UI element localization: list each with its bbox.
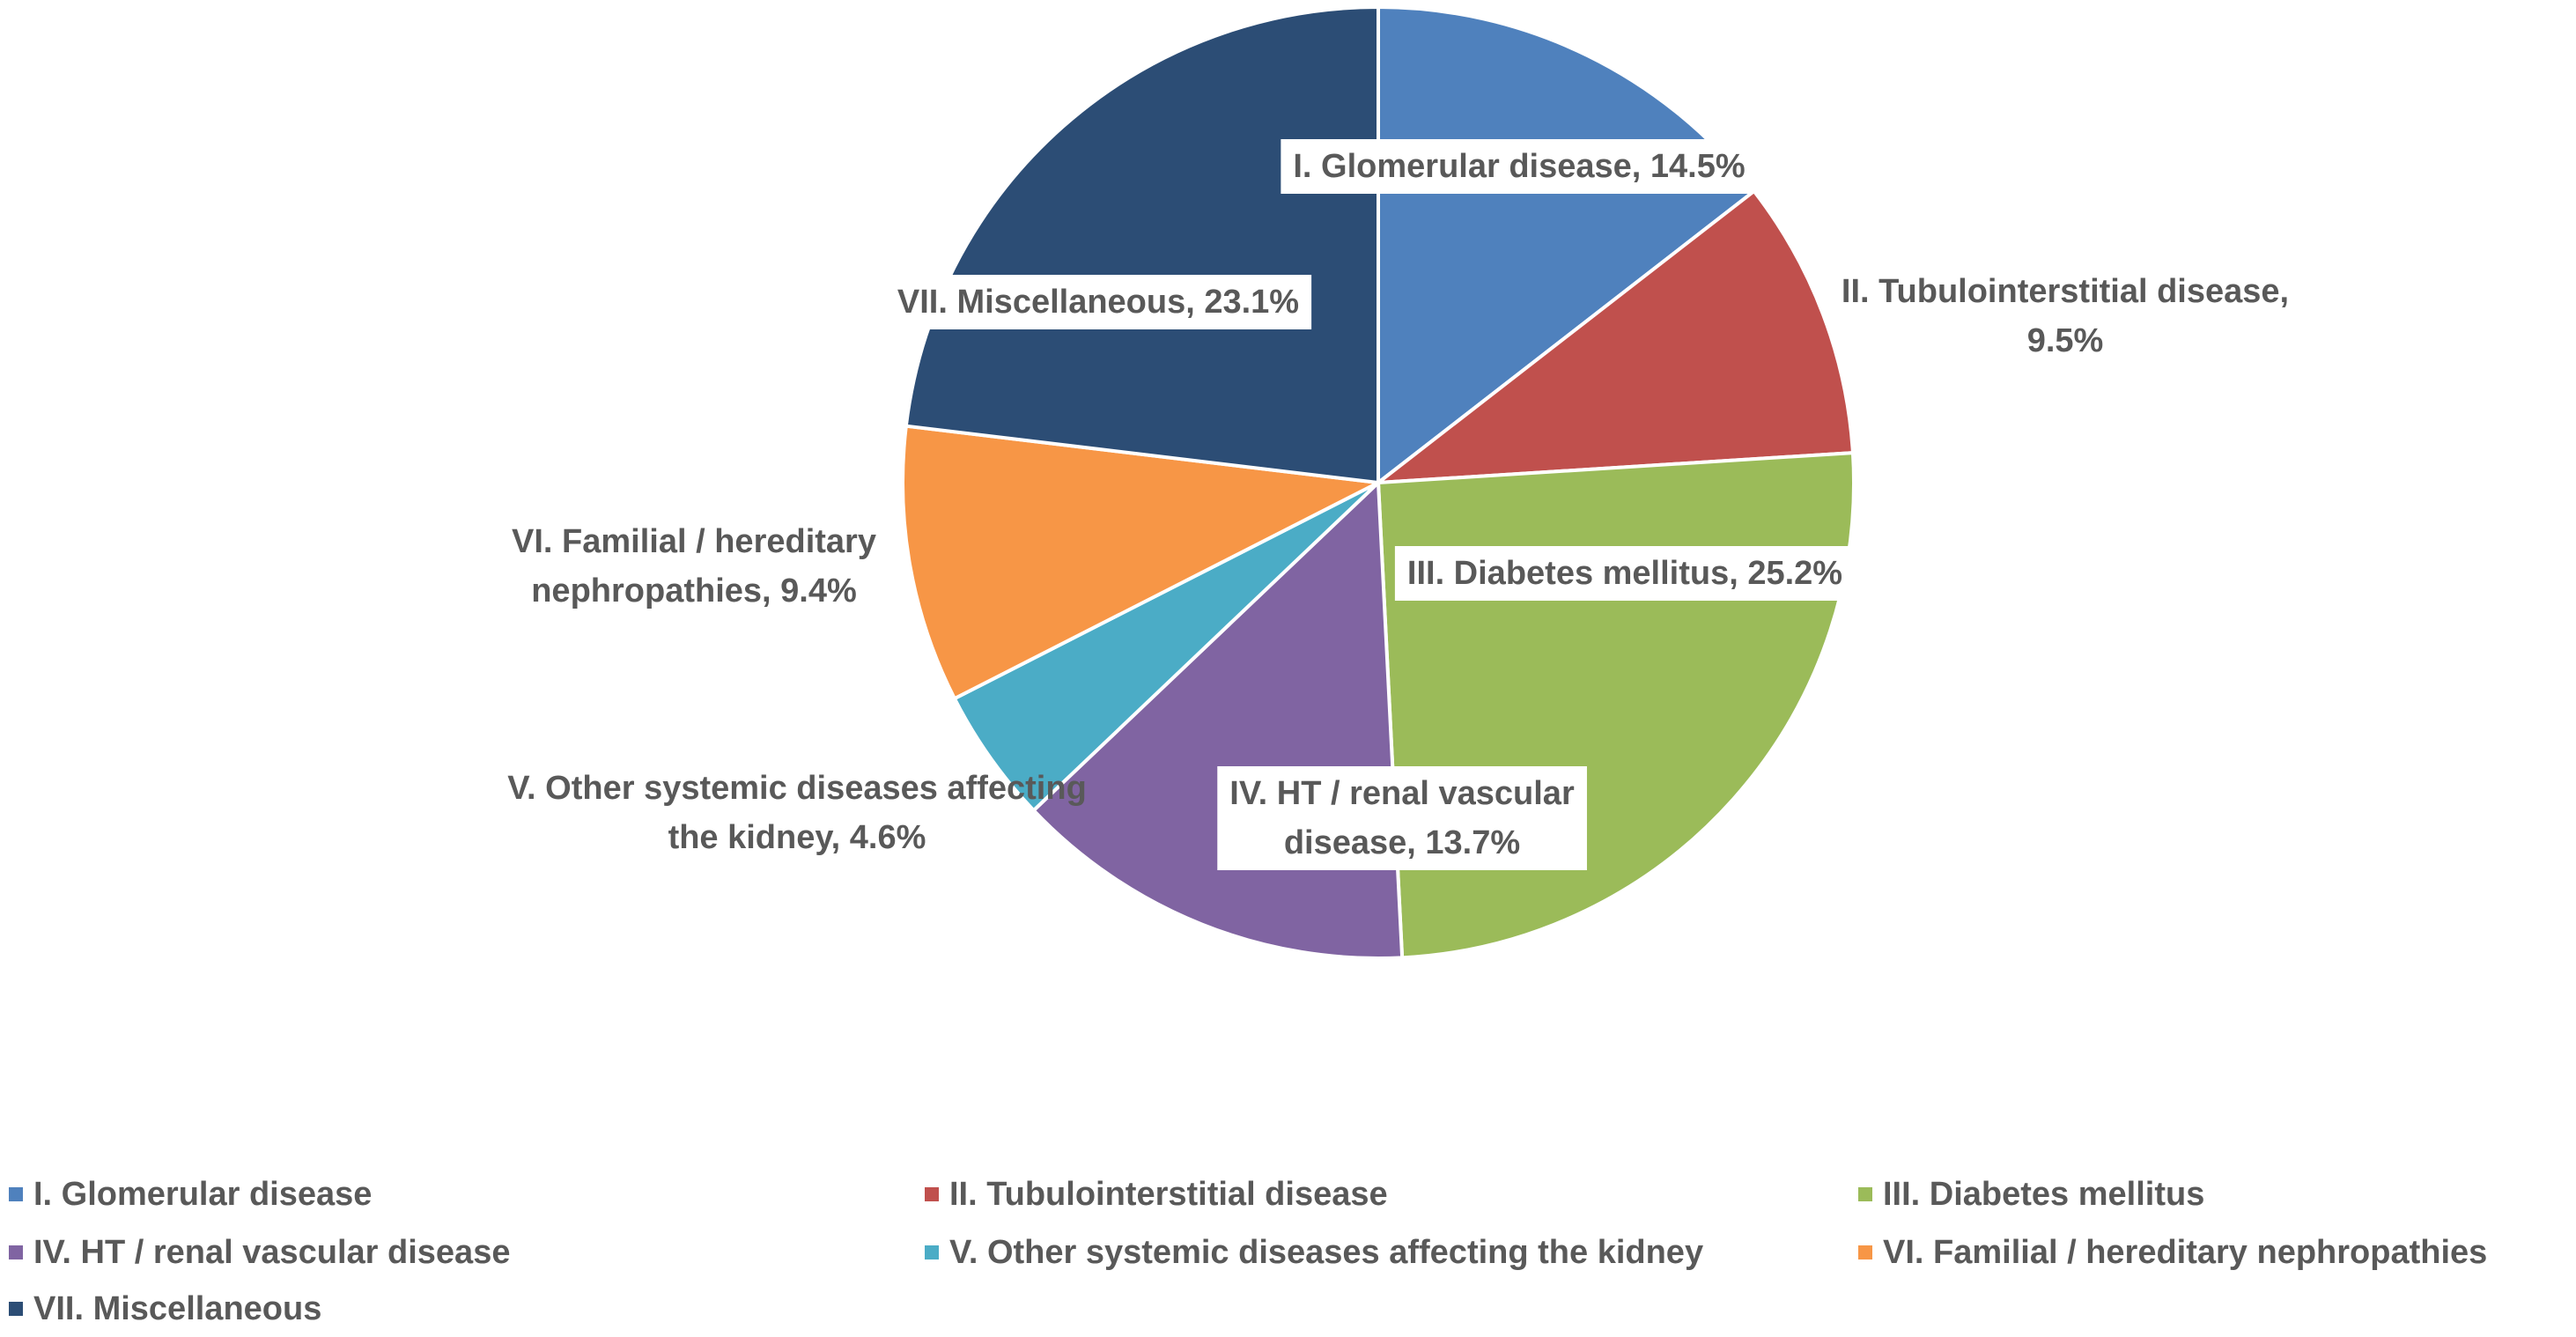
legend-swatch: [1858, 1245, 1872, 1259]
pie-slice-miscellaneous: [904, 4, 1380, 485]
slice-label-background: [1394, 546, 1856, 601]
legend-label: I. Glomerular disease: [33, 1176, 372, 1213]
legend-label: VII. Miscellaneous: [33, 1290, 321, 1327]
slice-label-text: VI. Familial / hereditary nephropathies, …: [512, 523, 876, 609]
legend-swatch: [925, 1187, 939, 1201]
pie-slice-diabetes-mellitus: [1376, 450, 1856, 960]
pie-slice-familial-hereditary-nephropathies: [901, 424, 1384, 701]
slice-labels: I. Glomerular disease, 14.5% II. Tubuloin…: [507, 139, 2289, 870]
legend-item-ht-renal-vascular-disease: IV. HT / renal vascular disease: [9, 1234, 510, 1271]
legend-swatch: [9, 1245, 23, 1259]
legend-item-miscellaneous: VII. Miscellaneous: [9, 1290, 321, 1327]
legend: I. Glomerular disease II. Tubulointerstit…: [9, 1176, 2487, 1327]
slice-label-text: III. Diabetes mellitus, 25.2%: [1407, 555, 1842, 592]
slice-label-text: I. Glomerular disease, 14.5%: [1293, 148, 1745, 185]
slice-label-glomerular-disease: I. Glomerular disease, 14.5%: [1281, 139, 1758, 194]
legend-label: III. Diabetes mellitus: [1883, 1176, 2204, 1213]
legend-item-diabetes-mellitus: III. Diabetes mellitus: [1858, 1176, 2204, 1213]
slice-label-text: VII. Miscellaneous, 23.1%: [897, 284, 1299, 321]
slice-label-background: [1217, 766, 1587, 870]
slice-label-background: [1281, 139, 1758, 194]
legend-item-glomerular-disease: I. Glomerular disease: [9, 1176, 372, 1213]
slice-label-familial-hereditary-nephropathies: VI. Familial / hereditary nephropathies, …: [512, 523, 876, 609]
slice-label-text: V. Other systemic diseases affecting the …: [507, 770, 1087, 856]
slice-label-other-systemic-diseases-affecting-the-kidney: V. Other systemic diseases affecting the …: [507, 770, 1087, 856]
legend-swatch: [9, 1302, 23, 1316]
legend-swatch: [925, 1245, 939, 1259]
legend-label: V. Other systemic diseases affecting the…: [949, 1234, 1703, 1271]
slice-label-ht-renal-vascular-disease: IV. HT / renal vascular disease, 13.7%: [1217, 766, 1587, 870]
legend-item-tubulointerstitial-disease: II. Tubulointerstitial disease: [925, 1176, 1388, 1213]
legend-label: IV. HT / renal vascular disease: [33, 1234, 510, 1271]
legend-item-other-systemic-diseases-affecting-the-kidney: V. Other systemic diseases affecting the…: [925, 1234, 1703, 1271]
slice-label-background: [884, 275, 1312, 329]
slice-label-text: IV. HT / renal vascular disease, 13.7%: [1229, 775, 1575, 861]
pie-slice-other-systemic-diseases-affecting-the-kidney: [952, 481, 1380, 813]
slice-label-diabetes-mellitus: III. Diabetes mellitus, 25.2%: [1394, 546, 1856, 601]
legend-swatch: [1858, 1187, 1872, 1201]
legend-swatch: [9, 1187, 23, 1201]
legend-label: VI. Familial / hereditary nephropathies: [1883, 1234, 2487, 1271]
slice-label-text: II. Tubulointerstitial disease, 9.5%: [1842, 273, 2289, 359]
legend-label: II. Tubulointerstitial disease: [949, 1176, 1388, 1213]
pie-slice-tubulointerstitial-disease: [1372, 188, 1856, 485]
legend-item-familial-hereditary-nephropathies: VI. Familial / hereditary nephropathies: [1858, 1234, 2487, 1271]
slice-label-miscellaneous: VII. Miscellaneous, 23.1%: [884, 275, 1312, 329]
slice-label-tubulointerstitial-disease: II. Tubulointerstitial disease, 9.5%: [1842, 273, 2289, 359]
